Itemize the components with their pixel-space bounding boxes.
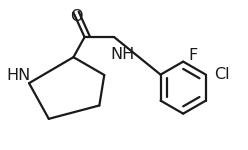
Text: F: F — [188, 48, 198, 63]
Text: HN: HN — [6, 68, 31, 83]
Text: NH: NH — [111, 47, 135, 62]
Text: Cl: Cl — [214, 67, 230, 82]
Text: O: O — [70, 9, 82, 24]
